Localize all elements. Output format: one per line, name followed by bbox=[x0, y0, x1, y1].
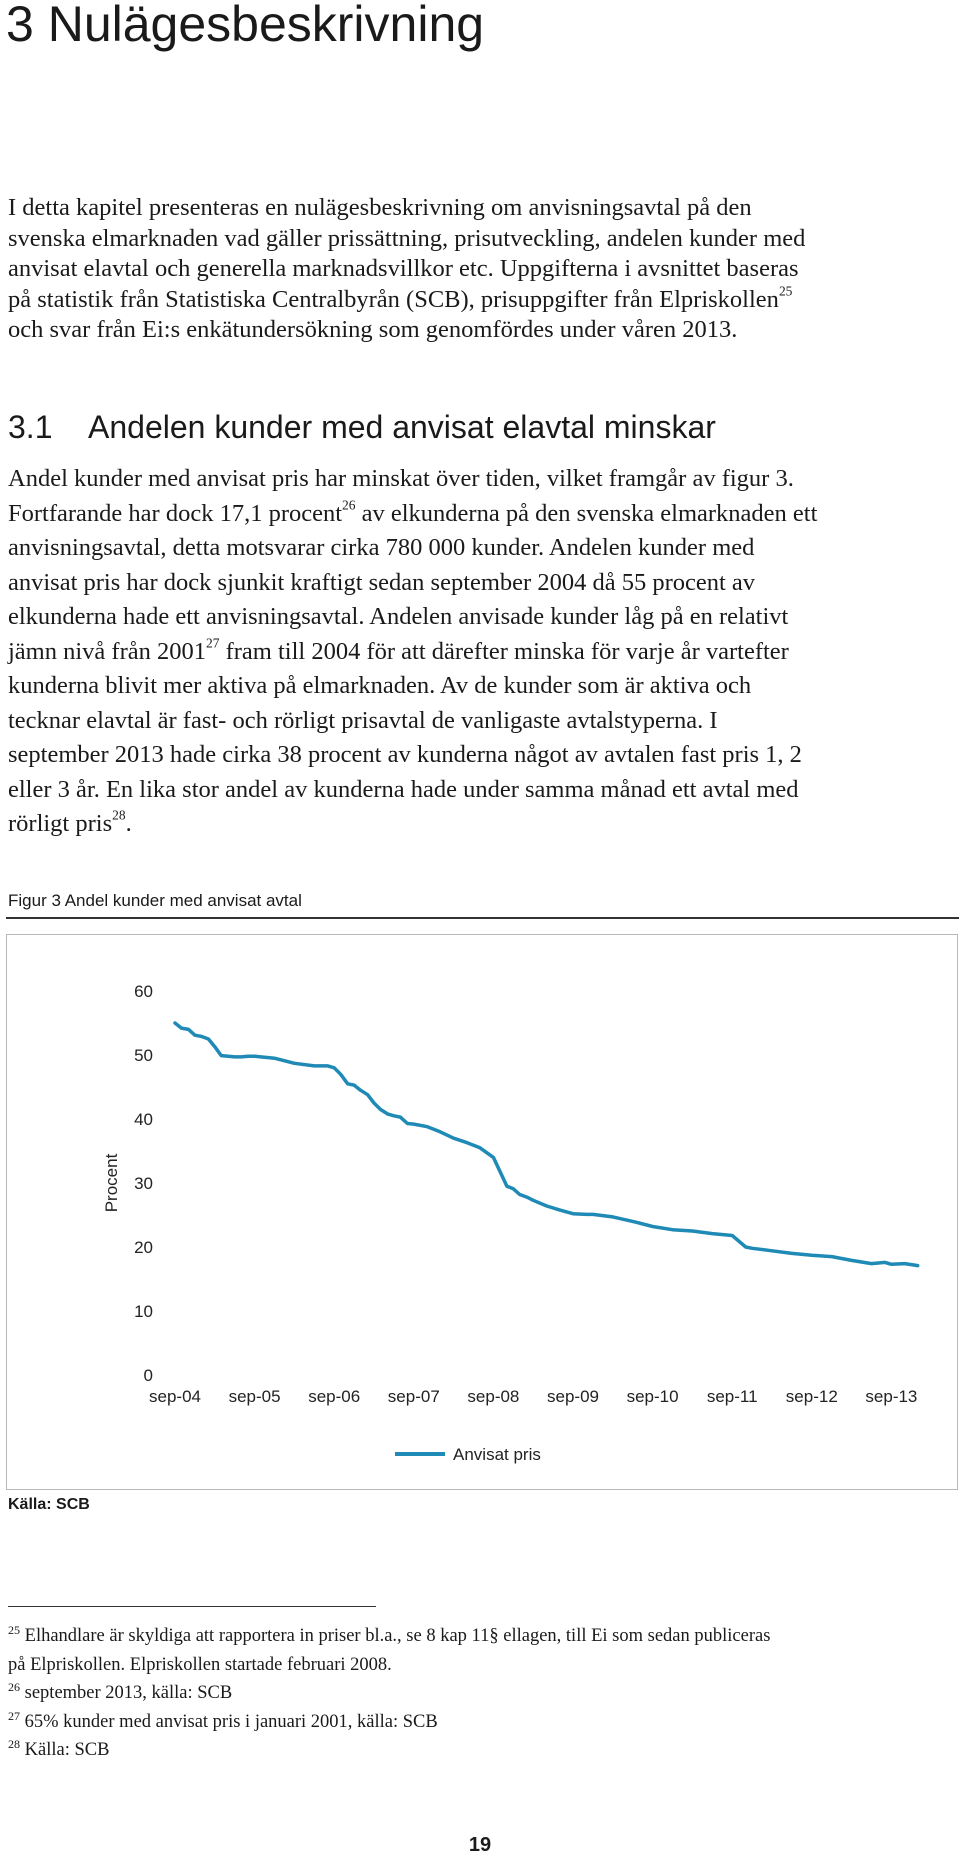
x-axis-ticks: sep-04 sep-05 sep-06 sep-07 sep-08 sep-09 sep-… bbox=[149, 1387, 917, 1406]
para-line: anvisningsavtal, detta motsvarar cirka 7… bbox=[8, 534, 755, 561]
x-tick-label: sep-12 bbox=[786, 1387, 838, 1406]
x-tick-label: sep-09 bbox=[547, 1387, 599, 1406]
y-tick-label: 20 bbox=[134, 1238, 153, 1257]
para-text: fram till 2004 för att därefter minska f… bbox=[219, 637, 789, 665]
para-line: jämn nivå från 200127 fram till 2004 för… bbox=[8, 635, 817, 670]
footnote-number: 27 bbox=[8, 1708, 21, 1723]
section-number: 3.1 bbox=[8, 409, 53, 445]
x-tick-label: sep-11 bbox=[707, 1387, 758, 1406]
intro-line: svenska elmarknaden vad gäller prissättn… bbox=[8, 224, 806, 252]
para-line: tecknar elavtal är fast- och rörligt pri… bbox=[8, 706, 718, 734]
series-line bbox=[173, 1021, 920, 1268]
intro-line: I detta kapitel presenteras en nulägesbe… bbox=[8, 194, 752, 221]
series-group bbox=[173, 1021, 920, 1268]
page-number: 19 bbox=[468, 1834, 492, 1856]
para-line: Andel kunder med anvisat pris har minska… bbox=[8, 465, 794, 492]
footnote-number: 26 bbox=[8, 1679, 21, 1694]
para-line: anvisat pris har dock sjunkit kraftigt s… bbox=[8, 568, 756, 596]
x-tick-label: sep-13 bbox=[865, 1387, 917, 1406]
section-heading: 3.1 Andelen kunder med anvisat elavtal mi… bbox=[8, 407, 716, 447]
y-axis-label: Procent bbox=[102, 1153, 121, 1212]
intro-line-text: på statistik från Statistiska Centralbyr… bbox=[8, 285, 779, 313]
para-line: kunderna blivit mer aktiva på elmarknade… bbox=[8, 672, 752, 699]
footnote-25-cont: på Elpriskollen. Elpriskollen startade f… bbox=[8, 1651, 770, 1680]
section-title: Andelen kunder med anvisat elavtal minsk… bbox=[88, 409, 716, 445]
footnote-ref-27[interactable]: 27 bbox=[206, 635, 220, 651]
x-tick-label: sep-10 bbox=[627, 1387, 679, 1406]
footnote-27: 27 65% kunder med anvisat pris i januari… bbox=[8, 1708, 770, 1737]
intro-line: på statistik från Statistiska Centralbyr… bbox=[8, 283, 805, 316]
footnote-divider bbox=[8, 1606, 376, 1607]
intro-line: och svar från Ei:s enkätundersökning som… bbox=[8, 316, 738, 343]
footnote-number: 28 bbox=[8, 1736, 21, 1751]
footnote-28: 28 Källa: SCB bbox=[8, 1736, 770, 1765]
footnote-number: 25 bbox=[8, 1622, 21, 1637]
chapter-title: Nulägesbeskrivning bbox=[47, 0, 485, 52]
footnote-26: 26 september 2013, källa: SCB bbox=[8, 1679, 770, 1708]
footnote-text: 65% kunder med anvisat pris i januari 20… bbox=[24, 1711, 438, 1732]
legend-label: Anvisat pris bbox=[453, 1445, 541, 1464]
intro-paragraph: I detta kapitel presenteras en nulägesbe… bbox=[8, 193, 805, 346]
section-paragraph: Andel kunder med anvisat pris har minska… bbox=[8, 462, 817, 842]
footnote-ref-26[interactable]: 26 bbox=[342, 497, 356, 513]
x-tick-label: sep-04 bbox=[149, 1387, 201, 1406]
intro-line: anvisat elavtal och generella marknadsvi… bbox=[8, 255, 799, 282]
legend: Anvisat pris bbox=[395, 1445, 541, 1464]
para-text: jämn nivå från 2001 bbox=[8, 637, 206, 665]
x-tick-label: sep-05 bbox=[229, 1387, 281, 1406]
x-tick-label: sep-06 bbox=[308, 1387, 360, 1406]
para-text: . bbox=[125, 810, 132, 837]
footnote-text: Elhandlare är skyldiga att rapportera in… bbox=[24, 1626, 771, 1646]
footnotes: 25 Elhandlare är skyldiga att rapportera… bbox=[8, 1622, 770, 1765]
figure-divider bbox=[6, 917, 959, 919]
y-tick-label: 40 bbox=[134, 1110, 153, 1129]
footnote-text: Källa: SCB bbox=[24, 1740, 110, 1760]
footnote-text: på Elpriskollen. Elpriskollen startade f… bbox=[8, 1654, 392, 1675]
para-text: rörligt pris bbox=[8, 810, 113, 837]
para-line: Fortfarande har dock 17,1 procent26 av e… bbox=[8, 497, 817, 532]
figure-caption: Figur 3 Andel kunder med anvisat avtal bbox=[8, 891, 302, 910]
para-line: elkunderna hade ett anvisningsavtal. And… bbox=[8, 603, 789, 630]
footnote-ref-28[interactable]: 28 bbox=[112, 807, 126, 823]
y-tick-label: 60 bbox=[134, 982, 153, 1001]
para-text: av elkunderna på den svenska elmarknaden… bbox=[355, 499, 818, 527]
y-axis-ticks: 0 10 20 30 40 50 60 bbox=[134, 982, 153, 1385]
footnote-ref-25[interactable]: 25 bbox=[778, 283, 793, 299]
x-tick-label: sep-07 bbox=[388, 1387, 440, 1406]
figure-source: Källa: SCB bbox=[8, 1496, 90, 1513]
y-tick-label: 50 bbox=[134, 1046, 153, 1065]
y-tick-label: 0 bbox=[144, 1366, 153, 1385]
x-tick-label: sep-08 bbox=[467, 1387, 519, 1406]
para-line: rörligt pris28. bbox=[8, 807, 817, 842]
y-tick-label: 10 bbox=[134, 1302, 153, 1321]
para-line: september 2013 hade cirka 38 procent av … bbox=[8, 741, 802, 768]
chapter-heading: 3 Nulägesbeskrivning bbox=[6, 0, 484, 54]
para-line: eller 3 år. En lika stor andel av kunder… bbox=[8, 775, 799, 803]
footnote-text: september 2013, källa: SCB bbox=[24, 1683, 233, 1703]
footnote-25: 25 Elhandlare är skyldiga att rapportera… bbox=[8, 1622, 770, 1651]
para-text: Fortfarande har dock 17,1 procent bbox=[8, 499, 343, 527]
y-tick-label: 30 bbox=[134, 1174, 153, 1193]
chart-frame: 0 10 20 30 40 50 60 sep-04 sep-05 sep-06 sep-07 se… bbox=[6, 934, 958, 1490]
chapter-number: 3 bbox=[6, 0, 34, 52]
